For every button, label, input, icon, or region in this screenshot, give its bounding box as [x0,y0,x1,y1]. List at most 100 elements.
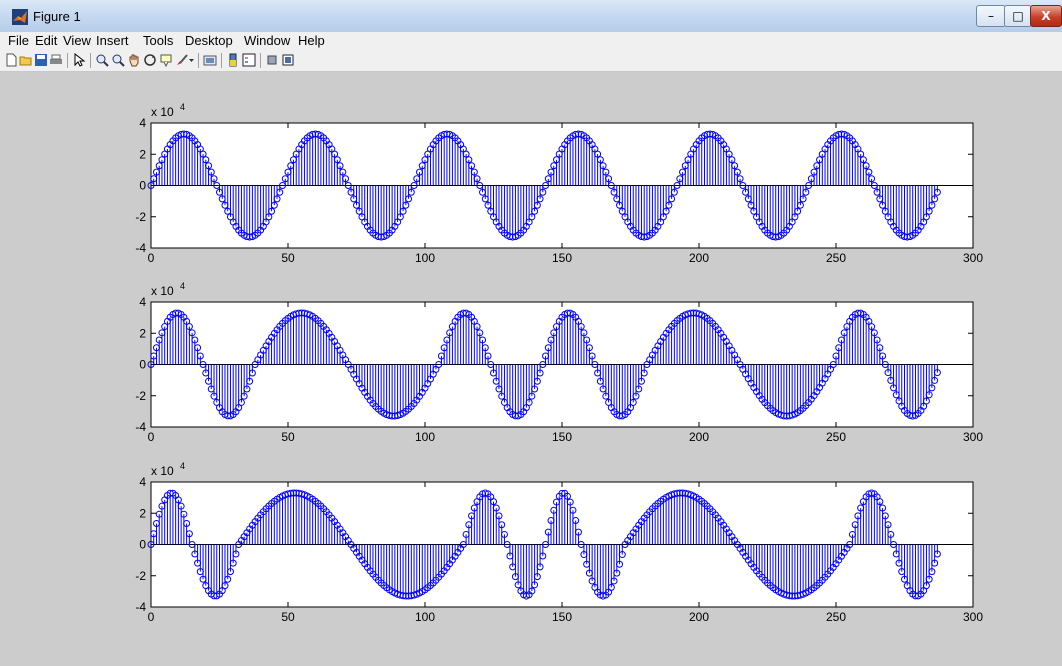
stem-marker [240,392,248,400]
link-plot-icon[interactable] [203,53,217,67]
stem-marker [237,398,245,406]
save-icon[interactable] [34,53,48,67]
stem-marker [599,162,607,170]
maximize-button[interactable]: □ [1004,5,1032,27]
menu-help[interactable]: Help [298,33,325,48]
stem-marker [857,150,865,158]
stem-marker [210,175,218,183]
print-icon[interactable] [49,53,63,67]
stem-marker [791,213,799,221]
x-tick-label: 250 [826,251,846,265]
stem-marker [569,506,577,514]
title-bar[interactable]: Figure 1 – □ X [0,0,1062,33]
menu-tools[interactable]: Tools [143,33,174,48]
toolbar-separator [260,53,261,68]
stem-marker [528,392,536,400]
stem-marker [585,344,593,352]
stem-marker [207,168,215,176]
show-plot-tools-icon[interactable] [281,53,295,67]
stem-marker [276,188,284,196]
stem-marker [588,352,596,360]
open-file-icon[interactable] [19,53,33,67]
toolbar-separator [67,53,68,68]
insert-colorbar-icon[interactable] [226,53,240,67]
y-exponent-label: x 10 [151,105,174,119]
menu-insert[interactable]: Insert [96,33,129,48]
stem-marker [859,156,867,164]
brush-dropdown-icon[interactable] [188,53,195,67]
stem-marker [605,175,613,183]
stem-marker [265,213,273,221]
zoom-in-icon[interactable] [95,53,109,67]
stem-marker [865,168,873,176]
stem-marker [862,162,870,170]
y-exponent-label: x 10 [151,464,174,478]
stem-marker [665,201,673,209]
stem-marker [205,162,213,170]
stem-marker [802,188,810,196]
stem-marker [248,369,256,377]
stem-marker [799,195,807,203]
stem-marker [405,195,413,203]
stem-marker [928,384,936,392]
stem-marker [196,352,204,360]
stem-marker [870,329,878,337]
y-tick-label: -2 [135,210,146,224]
minimize-icon: – [988,9,994,23]
stem-marker [637,377,645,385]
stem-marker [881,512,889,520]
x-tick-label: 150 [552,610,572,624]
stem-marker [794,207,802,215]
stem-marker [185,323,193,331]
pan-hand-icon[interactable] [127,53,141,67]
figure-canvas: 4 2 0 -2 -4 0 50 100 150 200 250 300 x 10 4 4 2 0 -2 -4 0 50… [0,72,1062,666]
stem-marker [473,175,481,183]
stem-marker [594,150,602,158]
menu-desktop[interactable]: Desktop [185,33,233,48]
hide-plot-tools-icon[interactable] [265,53,279,67]
minimize-button[interactable]: – [976,5,1006,27]
stem-marker [243,385,251,393]
edit-plot-arrow-icon[interactable] [72,53,86,67]
stem-marker [533,377,541,385]
menu-file[interactable]: File [8,33,29,48]
insert-legend-icon[interactable] [242,53,256,67]
zoom-out-icon[interactable] [111,53,125,67]
stem-marker [925,575,933,583]
stem-marker [922,397,930,405]
stem-marker [868,175,876,183]
stem-marker [533,573,541,581]
new-figure-icon[interactable] [4,53,18,67]
y-tick-label: -2 [135,569,146,583]
stem-marker [613,569,621,577]
stem-marker [931,559,939,567]
rotate-3d-icon[interactable] [143,53,157,67]
menu-view[interactable]: View [63,33,91,48]
stem-marker [221,582,229,590]
y-tick-label: 2 [139,506,146,520]
menu-edit[interactable]: Edit [35,33,58,48]
brush-icon[interactable] [175,53,189,67]
stem-marker [928,201,936,209]
stem-marker [670,188,678,196]
stem-marker [199,150,207,158]
stem-marker [342,175,350,183]
stem-marker [465,156,473,164]
x-tick-label: 250 [826,430,846,444]
stem-marker [473,323,481,331]
menu-window[interactable]: Window [244,33,291,48]
stem-marker [183,520,191,528]
y-exponent-label: x 10 [151,284,174,298]
x-tick-label: 0 [148,251,155,265]
stem-marker [865,317,873,325]
stem-marker [618,551,626,559]
stem-marker [725,150,733,158]
stem-marker [580,329,588,337]
stem-marker [876,344,884,352]
stem-marker [468,162,476,170]
stem-marker [183,317,191,325]
stem-marker [470,168,478,176]
stem-marker [796,201,804,209]
close-button[interactable]: X [1030,5,1062,27]
data-cursor-icon[interactable] [159,53,173,67]
